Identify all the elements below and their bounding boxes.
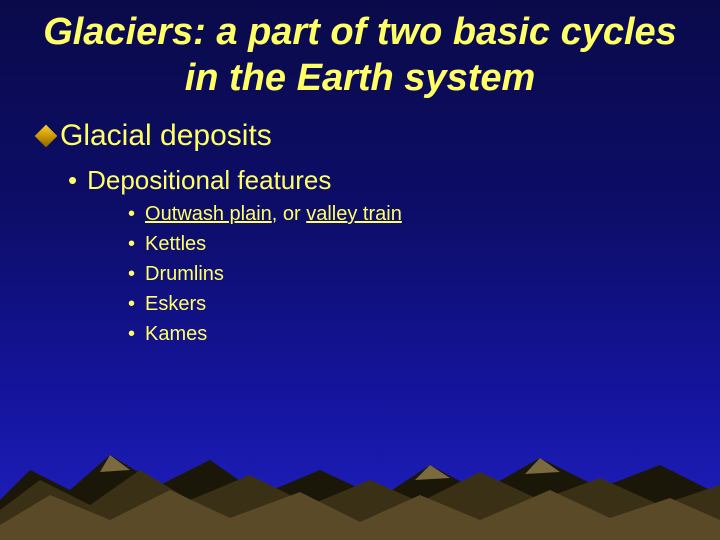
bullet-level3: • Kames xyxy=(0,323,720,346)
slide-title: Glaciers: a part of two basic cycles in … xyxy=(0,0,720,101)
diamond-bullet-icon xyxy=(35,125,58,148)
bullet-level1: Glacial deposits xyxy=(0,119,720,153)
level3-pre: Kettles xyxy=(145,233,206,255)
level3-pre: Kames xyxy=(145,323,207,345)
dot-bullet-icon: • xyxy=(128,323,135,345)
dot-bullet-icon: • xyxy=(68,165,77,195)
dot-bullet-icon: • xyxy=(128,233,135,255)
bullet-level2: • Depositional features xyxy=(0,165,720,196)
dot-bullet-icon: • xyxy=(128,203,135,225)
bullet-level3: • Drumlins xyxy=(0,263,720,286)
level3-mid: , or xyxy=(272,203,306,225)
bullet-level3: • Kettles xyxy=(0,233,720,256)
dot-bullet-icon: • xyxy=(128,293,135,315)
bullet-level3: • Outwash plain, or valley train xyxy=(0,203,720,226)
level3-u2: valley train xyxy=(306,203,402,225)
slide: Glaciers: a part of two basic cycles in … xyxy=(0,0,720,540)
mountain-decoration xyxy=(0,410,720,540)
level1-text: Glacial deposits xyxy=(60,119,272,153)
bullet-level3: • Eskers xyxy=(0,293,720,316)
dot-bullet-icon: • xyxy=(128,263,135,285)
level3-pre: Drumlins xyxy=(145,263,224,285)
level3-pre: Eskers xyxy=(145,293,206,315)
level2-text: Depositional features xyxy=(87,165,331,195)
level3-u1: Outwash plain xyxy=(145,203,272,225)
